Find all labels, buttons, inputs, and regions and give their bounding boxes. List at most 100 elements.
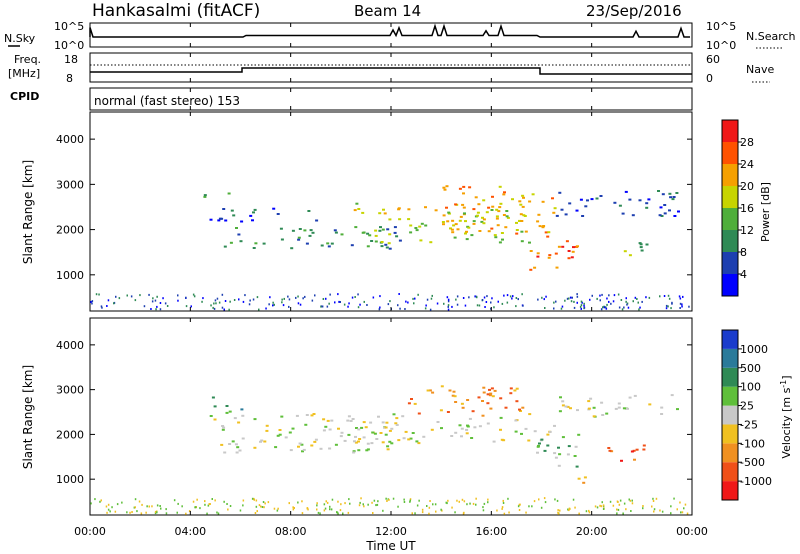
echo-cell (113, 302, 115, 305)
echo-cell (499, 202, 503, 205)
echo-cell (504, 406, 508, 409)
echo-cell (496, 509, 498, 512)
echo-cell (586, 199, 589, 202)
echo-cell (544, 307, 546, 309)
x-axis-ticks: 00:00 04:00 08:00 12:00 16:00 20:00 00:00 (74, 23, 708, 538)
echo-cell (258, 308, 260, 311)
echo-cell (355, 427, 358, 429)
echo-cell (475, 503, 477, 506)
echo-cell (679, 297, 682, 300)
echo-cell (211, 396, 215, 399)
echo-cell (244, 294, 246, 297)
echo-cell (262, 242, 266, 245)
echo-cell (177, 299, 179, 302)
echo-cell (369, 421, 373, 424)
echo-cell (130, 295, 133, 298)
echo-cell (645, 243, 649, 246)
echo-cell (451, 219, 455, 222)
echo-cell (447, 308, 450, 311)
echo-cell (288, 431, 292, 434)
velocity-colorbar-label: Velocity [m s-1] (779, 375, 793, 458)
echo-cell (573, 300, 575, 303)
echo-cell (446, 502, 448, 505)
echo-cell (681, 303, 683, 306)
echo-cell (509, 387, 513, 390)
echo-cell (471, 410, 475, 413)
echo-cell (94, 498, 96, 501)
echo-cell (652, 500, 655, 502)
echo-cell (239, 509, 242, 512)
echo-cell (347, 433, 351, 436)
echo-cell (297, 302, 300, 305)
echo-cell (602, 306, 604, 309)
echo-cell (515, 305, 517, 308)
echo-cell (617, 508, 620, 511)
echo-cell (555, 214, 559, 217)
echo-cell (322, 298, 325, 300)
echo-cell (395, 417, 399, 420)
echo-cell (114, 510, 117, 513)
echo-cell (447, 298, 450, 301)
echo-cell (177, 502, 179, 505)
echo-cell (316, 504, 318, 507)
echo-cell (490, 227, 494, 230)
echo-cell (547, 256, 551, 259)
echo-cell (453, 395, 457, 398)
echo-cell (670, 394, 674, 397)
echo-cell (451, 394, 455, 397)
echo-cell (237, 421, 241, 424)
echo-cell (442, 214, 446, 217)
echo-cell (326, 305, 329, 308)
echo-cell (252, 211, 255, 214)
echo-cell (398, 218, 402, 221)
echo-cell (527, 439, 531, 442)
echo-cell (424, 307, 427, 310)
echo-cell (210, 304, 212, 307)
echo-cell (659, 206, 663, 209)
echo-cell (557, 509, 559, 512)
echo-cell (596, 506, 599, 509)
echo-cell (288, 298, 291, 301)
y-tick-label: 4000 (56, 339, 84, 352)
echo-cell (343, 303, 346, 306)
echo-cell (460, 402, 464, 405)
echo-cell (668, 209, 671, 212)
echo-cell (475, 497, 477, 500)
echo-cell (261, 506, 264, 508)
echo-cell (414, 512, 416, 515)
echo-cell (330, 419, 334, 422)
echo-cell (274, 446, 278, 449)
echo-cell (404, 430, 408, 433)
colorbar-segment (722, 462, 738, 482)
echo-cell (388, 247, 392, 250)
echo-cell (631, 214, 635, 217)
echo-cell (522, 304, 524, 307)
echo-cell (372, 296, 375, 299)
echo-cell (409, 224, 413, 227)
echo-cell (448, 389, 452, 392)
echo-cell (150, 308, 152, 310)
echo-cell (587, 400, 591, 403)
echo-cell (503, 512, 506, 515)
echo-cell (500, 438, 504, 441)
echo-cell (425, 304, 427, 307)
echo-cell (421, 511, 424, 514)
echo-cell (529, 268, 533, 271)
echo-cell (207, 504, 210, 507)
echo-cell (202, 297, 204, 300)
echo-cell (533, 500, 536, 503)
echo-cell (165, 512, 168, 515)
echo-cell (642, 507, 644, 510)
echo-cell (502, 214, 506, 216)
echo-cell (491, 395, 495, 398)
echo-cell (109, 510, 111, 513)
colorbar-segment (722, 208, 738, 230)
echo-cell (558, 453, 562, 456)
echo-cell (321, 305, 324, 308)
echo-cell (379, 432, 383, 434)
echo-cell (519, 410, 522, 412)
echo-cell (251, 497, 254, 500)
echo-cell (641, 300, 643, 303)
echo-cell (134, 299, 137, 302)
echo-cell (580, 307, 582, 310)
